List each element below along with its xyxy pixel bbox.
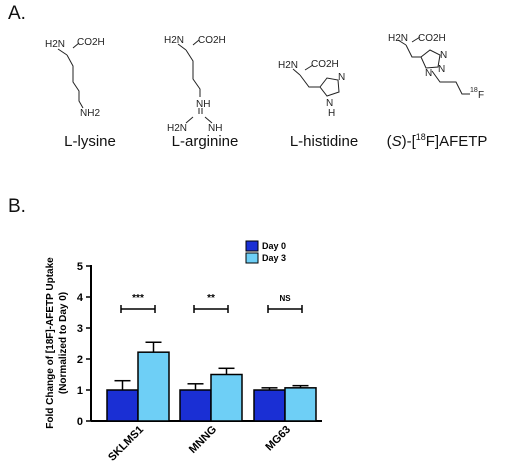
panel-a-label: A. xyxy=(8,3,26,24)
y-tick-label: 0 xyxy=(77,416,83,428)
lysine-amine: H2N xyxy=(45,39,65,50)
legend-label-day3: Day 3 xyxy=(262,253,286,263)
histidine-ring-nh: N xyxy=(326,98,333,109)
legend-swatch-day3 xyxy=(245,252,259,264)
afetp-fluor-sup: 18 xyxy=(470,87,478,94)
x-tick-label: MNNG xyxy=(187,424,219,456)
histidine-ring-n: N xyxy=(338,72,345,83)
y-tick-label: 1 xyxy=(77,385,83,397)
afetp-ring-n2: N xyxy=(438,64,445,75)
significance-label: NS xyxy=(279,294,291,303)
y-tick-label: 3 xyxy=(77,323,83,335)
afetp-amine: H2N xyxy=(388,33,408,44)
y-axis-label-sub: (Normalized to Day 0) xyxy=(58,292,69,394)
y-tick-label: 4 xyxy=(77,292,84,304)
arginine-carboxyl: CO2H xyxy=(198,35,226,46)
legend-label-day0: Day 0 xyxy=(262,241,286,251)
afetp-ring-n1: N xyxy=(440,50,447,61)
bar-day3 xyxy=(210,373,243,422)
compound-name-lysine: L-lysine xyxy=(64,133,116,150)
significance-label: ** xyxy=(207,293,215,304)
lysine-terminal-amine: NH2 xyxy=(80,108,100,119)
arginine-amine: H2N xyxy=(164,35,184,46)
y-tick-label: 2 xyxy=(77,354,83,366)
panel-b-label: B. xyxy=(8,196,26,217)
y-axis-label: Fold Change of [18F]-AFETP Uptake xyxy=(45,257,56,429)
compound-name-histidine: L-histidine xyxy=(289,133,359,150)
afetp-fluor: F xyxy=(478,90,484,101)
bar-day0 xyxy=(179,389,212,422)
arginine-nh: NH xyxy=(196,99,210,110)
compound-name-afetp: (S)-[18F]AFETP xyxy=(386,132,488,151)
legend-swatch-day0 xyxy=(245,240,259,252)
bar-day3 xyxy=(137,351,170,422)
y-tick-label: 5 xyxy=(77,261,83,273)
afetp-carboxyl: CO2H xyxy=(418,33,446,44)
afetp-ring-n3: N xyxy=(425,68,432,79)
bar-day0 xyxy=(253,389,286,422)
arginine-nh-left: H2N xyxy=(167,123,187,134)
histidine-ring-h: H xyxy=(328,108,335,119)
compound-name-arginine: L-arginine xyxy=(171,133,239,150)
significance-label: *** xyxy=(132,293,144,304)
lysine-carboxyl: CO2H xyxy=(77,37,105,48)
x-tick-label: SKLMS1 xyxy=(106,424,146,464)
x-tick-label: MG63 xyxy=(263,424,293,454)
histidine-carboxyl: CO2H xyxy=(311,59,339,70)
bar-day3 xyxy=(284,387,317,422)
chemical-structures: H2N CO2H NH2 H2N CO2H NH H2N NH H2N CO2H… xyxy=(45,33,484,134)
bar-day0 xyxy=(106,389,139,422)
histidine-amine: H2N xyxy=(278,60,298,71)
arginine-nh-right: NH xyxy=(208,123,222,134)
